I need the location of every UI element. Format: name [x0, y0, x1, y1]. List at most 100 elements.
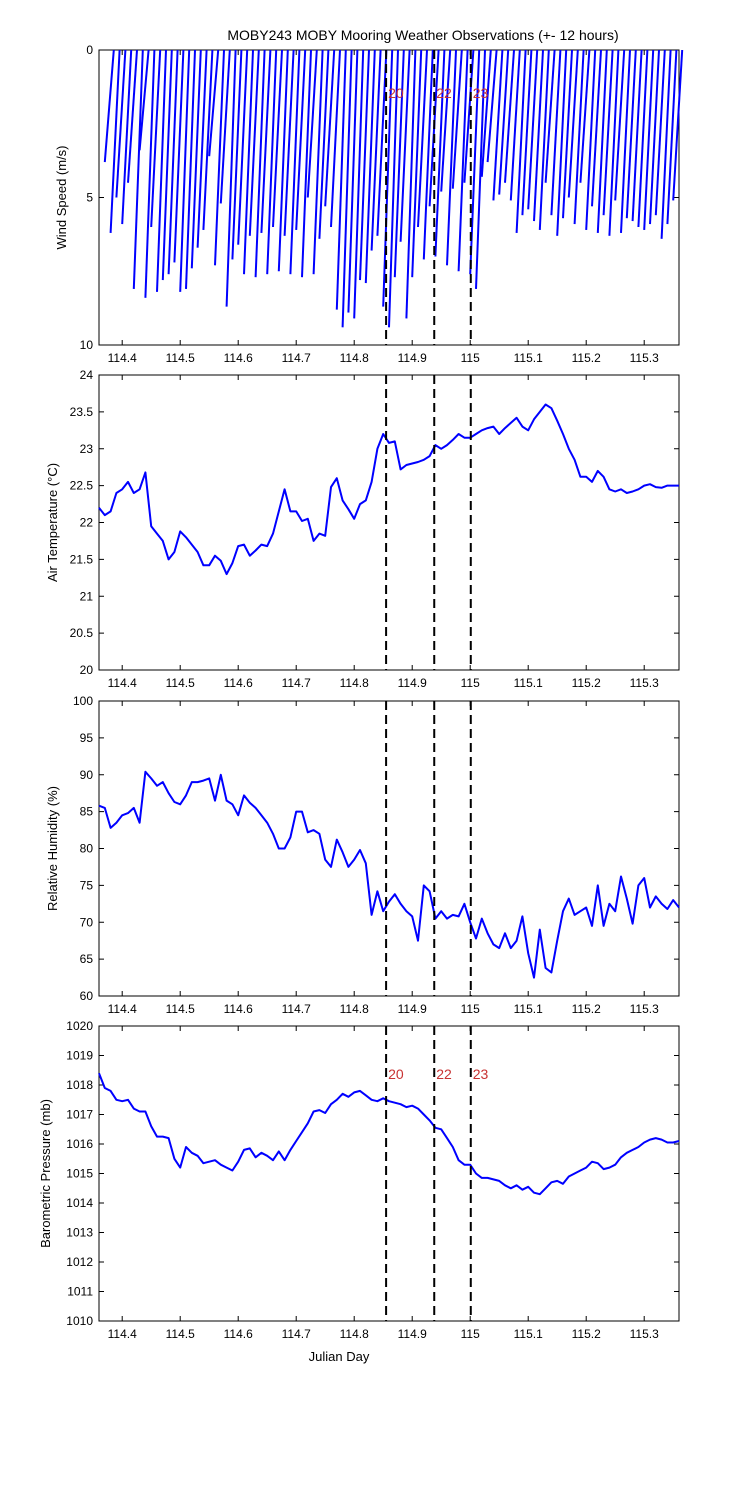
y-tick-label: 10 — [80, 338, 94, 352]
plot-frame — [98, 700, 680, 997]
x-tick-label: 115 — [461, 351, 480, 365]
wind-stick — [562, 49, 573, 219]
y-tick-label: 1014 — [66, 1196, 93, 1210]
wind-stick — [521, 49, 533, 216]
wind-stick — [364, 49, 376, 284]
wind-stick — [608, 49, 620, 236]
wind-stick — [411, 49, 423, 278]
wind-stick — [498, 49, 510, 195]
wind-stick — [620, 49, 631, 233]
wind-stick — [417, 49, 428, 228]
wind-stick — [509, 49, 521, 201]
x-tick-label: 115 — [461, 1327, 480, 1341]
wind-stick — [399, 49, 411, 242]
y-tick-label: 75 — [80, 878, 94, 892]
x-tick-label: 115.1 — [514, 676, 543, 690]
y-tick-label: 1019 — [66, 1049, 93, 1063]
x-tick-label: 114.9 — [398, 676, 427, 690]
wind-stick — [422, 49, 434, 260]
wind-stick — [161, 49, 173, 281]
chart-panel-4: 1020 1019 1018 1017 1016 1015 1014 1013 1012 1011… — [38, 1019, 680, 1364]
y-tick-label: 21.5 — [70, 552, 94, 566]
y-axis-label: Relative Humidity (%) — [45, 786, 60, 911]
y-tick-label: 85 — [80, 805, 94, 819]
event-marker-label: 20 — [388, 1066, 404, 1082]
y-tick-label: 1018 — [66, 1078, 93, 1092]
y-tick-label: 60 — [80, 989, 94, 1003]
x-tick-label: 114.5 — [166, 676, 195, 690]
wind-stick — [272, 49, 283, 228]
wind-stick — [121, 49, 133, 225]
wind-stick — [335, 49, 347, 310]
x-tick-label: 114.7 — [282, 676, 311, 690]
wind-stick — [225, 49, 237, 307]
wind-stick — [625, 49, 637, 219]
wind-stick — [173, 49, 185, 263]
x-tick-label: 114.7 — [282, 1002, 311, 1016]
wind-stick — [324, 49, 336, 207]
wind-stick — [480, 49, 492, 177]
y-tick-label: 1016 — [66, 1137, 93, 1151]
y-tick-label: 23.5 — [70, 405, 94, 419]
y-tick-label: 24 — [80, 368, 94, 382]
y-tick-label: 70 — [80, 915, 94, 929]
wind-stick — [492, 49, 504, 201]
chart-panel-3: 100 95 90 85 80 75 70 65 60 114.4 114.5 114.6 114.7 1… — [45, 694, 680, 1016]
wind-stick — [550, 49, 562, 216]
wind-stick — [596, 49, 608, 233]
wind-stick — [475, 49, 486, 289]
y-tick-label: 23 — [80, 442, 94, 456]
wind-stick — [666, 49, 678, 225]
y-tick-label: 0 — [86, 43, 93, 57]
wind-stick — [359, 49, 370, 281]
wind-stick — [179, 49, 191, 292]
x-tick-label: 114.5 — [166, 351, 195, 365]
event-marker-label: 23 — [473, 1066, 489, 1082]
wind-stick — [312, 49, 324, 275]
x-tick-label: 114.8 — [340, 676, 369, 690]
wind-stick — [643, 49, 655, 230]
y-tick-label: 1015 — [66, 1167, 93, 1181]
wind-stick — [219, 49, 231, 204]
wind-stick — [393, 49, 405, 278]
y-tick-label: 90 — [80, 768, 94, 782]
y-tick-label: 21 — [80, 589, 94, 603]
wind-stick — [585, 49, 597, 230]
wind-stick — [654, 49, 666, 216]
x-tick-label: 114.4 — [108, 1002, 137, 1016]
x-tick-label: 115.2 — [572, 1002, 601, 1016]
wind-stick — [283, 49, 295, 236]
wind-stick — [486, 49, 498, 163]
wind-stick — [405, 49, 417, 319]
x-tick-label: 114.9 — [398, 1327, 427, 1341]
wind-stick — [202, 49, 214, 230]
series-line — [98, 1072, 680, 1196]
wind-stick — [544, 49, 556, 183]
wind-stick — [231, 49, 243, 260]
x-tick-label: 115 — [461, 676, 480, 690]
wind-stick — [579, 49, 591, 183]
wind-stick — [190, 49, 202, 269]
y-tick-label: 1020 — [66, 1019, 93, 1033]
chart-panel-1: 0 5 10 114.4 114.5 114.6 114.7 114.8 114.9 115 115… — [54, 43, 684, 365]
y-axis-label: Air Temperature (°C) — [45, 463, 60, 582]
y-tick-label: 100 — [73, 694, 93, 708]
wind-stick — [660, 49, 672, 239]
x-tick-label: 114.6 — [224, 351, 253, 365]
wind-stick — [289, 49, 301, 275]
x-axis-label: Julian Day — [309, 1349, 370, 1364]
plot-frame — [98, 374, 680, 671]
x-tick-label: 114.5 — [166, 1327, 195, 1341]
x-tick-label: 114.9 — [398, 1002, 427, 1016]
x-tick-label: 114.7 — [282, 1327, 311, 1341]
x-tick-label: 114.4 — [108, 676, 137, 690]
plot-frame — [98, 1025, 680, 1322]
wind-stick — [602, 49, 614, 216]
x-tick-label: 115.2 — [572, 676, 601, 690]
wind-stick — [446, 49, 457, 266]
x-tick-label: 114.8 — [340, 351, 369, 365]
wind-stick — [167, 49, 179, 275]
x-tick-label: 115.1 — [514, 351, 543, 365]
wind-stick — [132, 49, 144, 289]
